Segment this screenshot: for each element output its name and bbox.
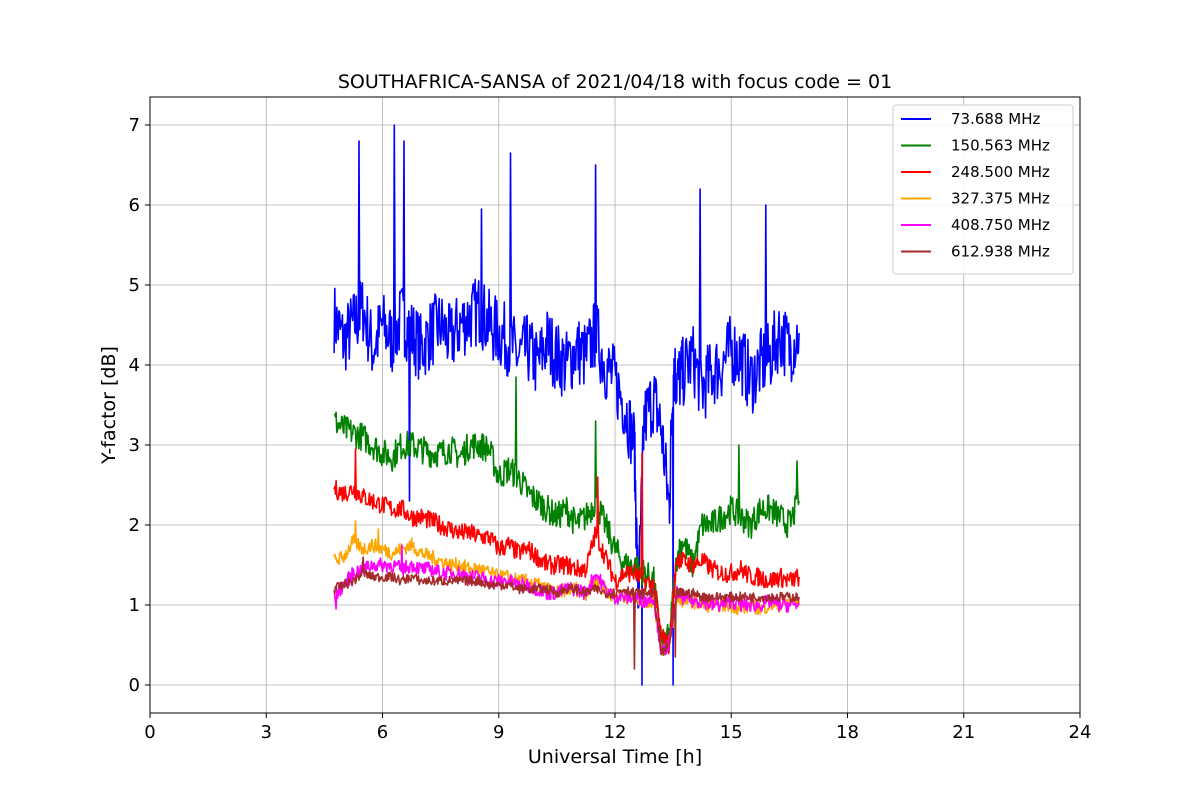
series-line-1 (333, 376, 800, 656)
x-axis-label: Universal Time [h] (528, 746, 702, 768)
x-tick-label-4: 12 (604, 722, 627, 743)
y-tick-label-0: 0 (129, 675, 140, 696)
legend-label-2: 248.500 MHz (951, 163, 1050, 181)
x-tick-label-7: 21 (952, 722, 975, 743)
y-tick-label-5: 5 (129, 275, 140, 296)
y-tick-label-1: 1 (129, 595, 140, 616)
series-line-4 (333, 544, 800, 656)
y-tick-label-7: 7 (129, 115, 140, 136)
series-line-0 (333, 124, 800, 686)
series-line-2 (333, 448, 800, 655)
x-tick-label-0: 0 (144, 722, 155, 743)
x-tick-label-5: 15 (720, 722, 743, 743)
legend-label-1: 150.563 MHz (951, 137, 1050, 155)
chart-title: SOUTHAFRICA-SANSA of 2021/04/18 with foc… (338, 71, 892, 93)
legend-label-3: 327.375 MHz (951, 190, 1050, 208)
y-axis-label: Y-factor [dB] (98, 346, 120, 465)
legend-label-4: 408.750 MHz (951, 216, 1050, 234)
legend: 73.688 MHz 150.563 MHz 248.500 MHz 327.375 … (892, 104, 1074, 275)
series-line-5 (333, 556, 800, 670)
y-tick-label-4: 4 (129, 355, 140, 376)
x-tick-label-2: 6 (377, 722, 388, 743)
x-tick-label-3: 9 (493, 722, 504, 743)
x-tick-label-8: 24 (1069, 722, 1092, 743)
legend-box (892, 104, 1074, 275)
y-tick-label-2: 2 (129, 515, 140, 536)
x-tick-label-6: 18 (836, 722, 859, 743)
x-tick-label-1: 3 (261, 722, 272, 743)
y-tick-label-3: 3 (129, 435, 140, 456)
y-tick-label-6: 6 (129, 195, 140, 216)
legend-label-5: 612.938 MHz (951, 243, 1050, 261)
legend-label-0: 73.688 MHz (951, 110, 1040, 128)
series-layer (333, 124, 800, 686)
